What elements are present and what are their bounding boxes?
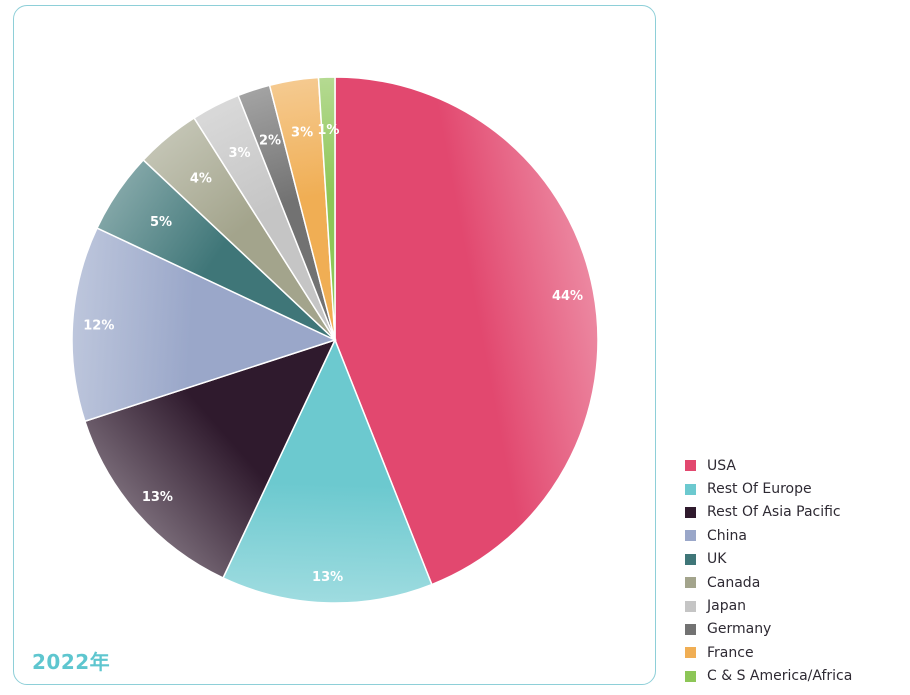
slice-label-canada: 4% (190, 171, 212, 186)
legend-item-france: France (685, 641, 852, 664)
legend-item-japan: Japan (685, 594, 852, 617)
slice-label-rest-of-asia-pacific: 13% (142, 490, 173, 505)
pie-slice-c-s-america-africa (317, 76, 336, 341)
slice-label-china: 12% (83, 319, 114, 334)
pie-slice-china (71, 227, 338, 423)
pie-slice-rest-of-europe (222, 338, 433, 604)
slice-label-uk: 5% (150, 215, 172, 230)
legend-swatch (685, 483, 696, 495)
legend-item-china: China (685, 524, 852, 547)
legend-label: Canada (707, 574, 761, 591)
legend-label: Rest Of Europe (707, 481, 812, 498)
legend-swatch (685, 623, 696, 635)
legend-swatch (685, 670, 696, 682)
legend-item-uk: UK (685, 548, 852, 571)
legend-swatch (685, 506, 696, 518)
legend-item-canada: Canada (685, 571, 852, 594)
legend-label: Germany (707, 621, 772, 638)
slice-label-rest-of-europe: 13% (312, 570, 343, 585)
legend-label: C & S America/Africa (707, 668, 853, 685)
legend-swatch (685, 460, 696, 472)
slice-label-germany: 2% (259, 133, 281, 148)
legend-item-rest-of-asia-pacific: Rest Of Asia Pacific (685, 501, 852, 524)
legend-label: Rest Of Asia Pacific (707, 504, 841, 521)
legend-item-c-s-america-africa: C & S America/Africa (685, 665, 852, 688)
legend-swatch (685, 647, 696, 659)
legend-item-rest-of-europe: Rest Of Europe (685, 477, 852, 500)
legend-item-germany: Germany (685, 618, 852, 641)
pie-slices (71, 76, 599, 604)
chart-legend: USA Rest Of Europe Rest Of Asia Pacific Chi… (685, 454, 852, 688)
legend-label: UK (707, 551, 727, 568)
slice-label-france: 3% (291, 126, 313, 141)
legend-label: USA (707, 457, 736, 474)
pie-slice-rest-of-asia-pacific (83, 338, 337, 579)
legend-swatch (685, 600, 696, 612)
legend-label: France (707, 644, 754, 661)
legend-swatch (685, 530, 696, 542)
legend-item-usa: USA (685, 454, 852, 477)
pie-labels: 44% 13% 13% 12% 5% 4% 3% 2% 3% 1% (83, 123, 583, 585)
legend-swatch (685, 577, 696, 589)
slice-label-c-s-america-africa: 1% (317, 123, 339, 138)
year-label: 2022年 (32, 650, 111, 674)
legend-label: Japan (707, 598, 747, 615)
pie-slice-usa (334, 76, 599, 586)
slice-label-japan: 3% (228, 146, 250, 161)
slice-label-usa: 44% (552, 289, 583, 304)
legend-swatch (685, 553, 696, 565)
legend-label: China (707, 527, 747, 544)
